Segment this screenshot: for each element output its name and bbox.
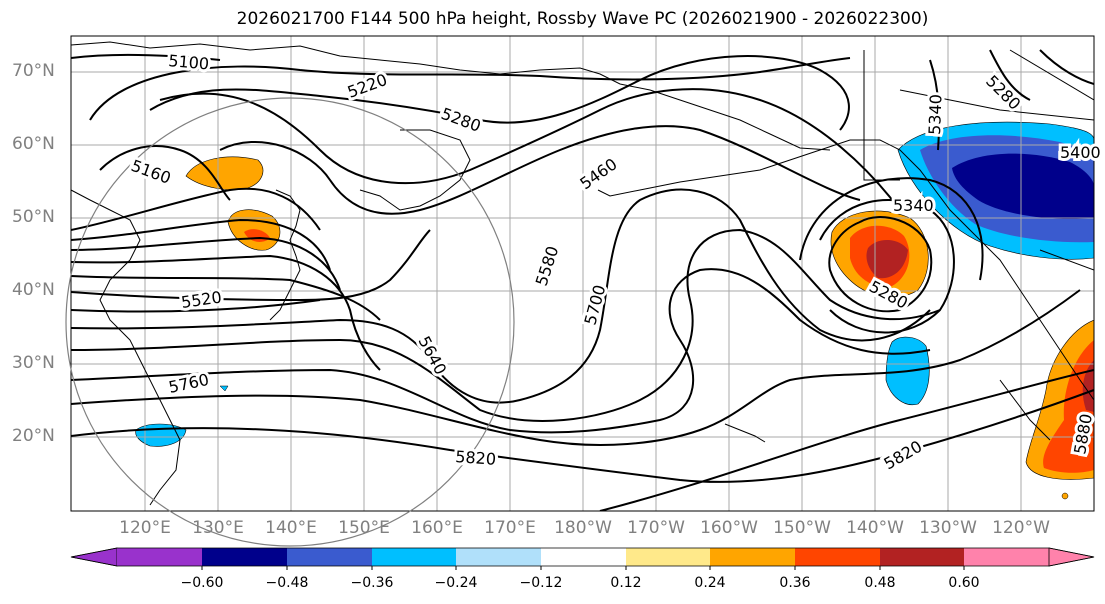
reference-circle bbox=[65, 97, 515, 547]
colorbar-tick: 0.12 bbox=[610, 575, 642, 591]
colorbar-tick: 0.60 bbox=[948, 575, 980, 591]
contour-label: 5100 bbox=[168, 51, 210, 73]
map-title: 2026021700 F144 500 hPa height, Rossby W… bbox=[236, 9, 929, 29]
lon-label: 170°W bbox=[627, 518, 685, 538]
lon-label: 180°W bbox=[554, 518, 612, 538]
lon-label: 130°E bbox=[192, 518, 244, 538]
lat-label-60n: 60°N bbox=[12, 134, 55, 154]
height-contours bbox=[71, 49, 1094, 511]
lon-label: 140°E bbox=[265, 518, 317, 538]
lon-label: 130°W bbox=[919, 518, 977, 538]
colorbar-tick: 0.48 bbox=[864, 575, 896, 591]
colorbar-tick: 0.36 bbox=[779, 575, 811, 591]
contour-label: 5340 bbox=[893, 196, 934, 215]
contour-label: 5820 bbox=[455, 447, 497, 469]
colorbar bbox=[70, 547, 1095, 570]
colorbar-tick: −0.60 bbox=[180, 575, 224, 591]
lon-label: 150°E bbox=[338, 518, 390, 538]
contour-label: 5340 bbox=[925, 94, 945, 135]
lon-label: 150°W bbox=[773, 518, 831, 538]
contour-label: 5400 bbox=[1060, 143, 1101, 162]
colorbar-tick: −0.12 bbox=[519, 575, 563, 591]
lon-label: 140°W bbox=[846, 518, 904, 538]
lon-label: 120°E bbox=[119, 518, 171, 538]
lat-label-20n: 20°N bbox=[12, 426, 55, 446]
lon-label: 120°W bbox=[992, 518, 1050, 538]
graticule bbox=[71, 36, 1094, 511]
lat-label-50n: 50°N bbox=[12, 207, 55, 227]
colorbar-tick: −0.48 bbox=[265, 575, 309, 591]
colorbar-tick: 0.24 bbox=[694, 575, 726, 591]
lon-label: 160°W bbox=[700, 518, 758, 538]
lon-label: 160°E bbox=[411, 518, 463, 538]
lat-label-30n: 30°N bbox=[12, 353, 55, 373]
colorbar-tick: −0.36 bbox=[350, 575, 394, 591]
negative-anomaly-regions bbox=[135, 121, 1094, 447]
lat-label-70n: 70°N bbox=[12, 61, 55, 81]
lat-label-40n: 40°N bbox=[12, 280, 55, 300]
colorbar-tick: −0.24 bbox=[434, 575, 478, 591]
lon-label: 170°E bbox=[484, 518, 536, 538]
